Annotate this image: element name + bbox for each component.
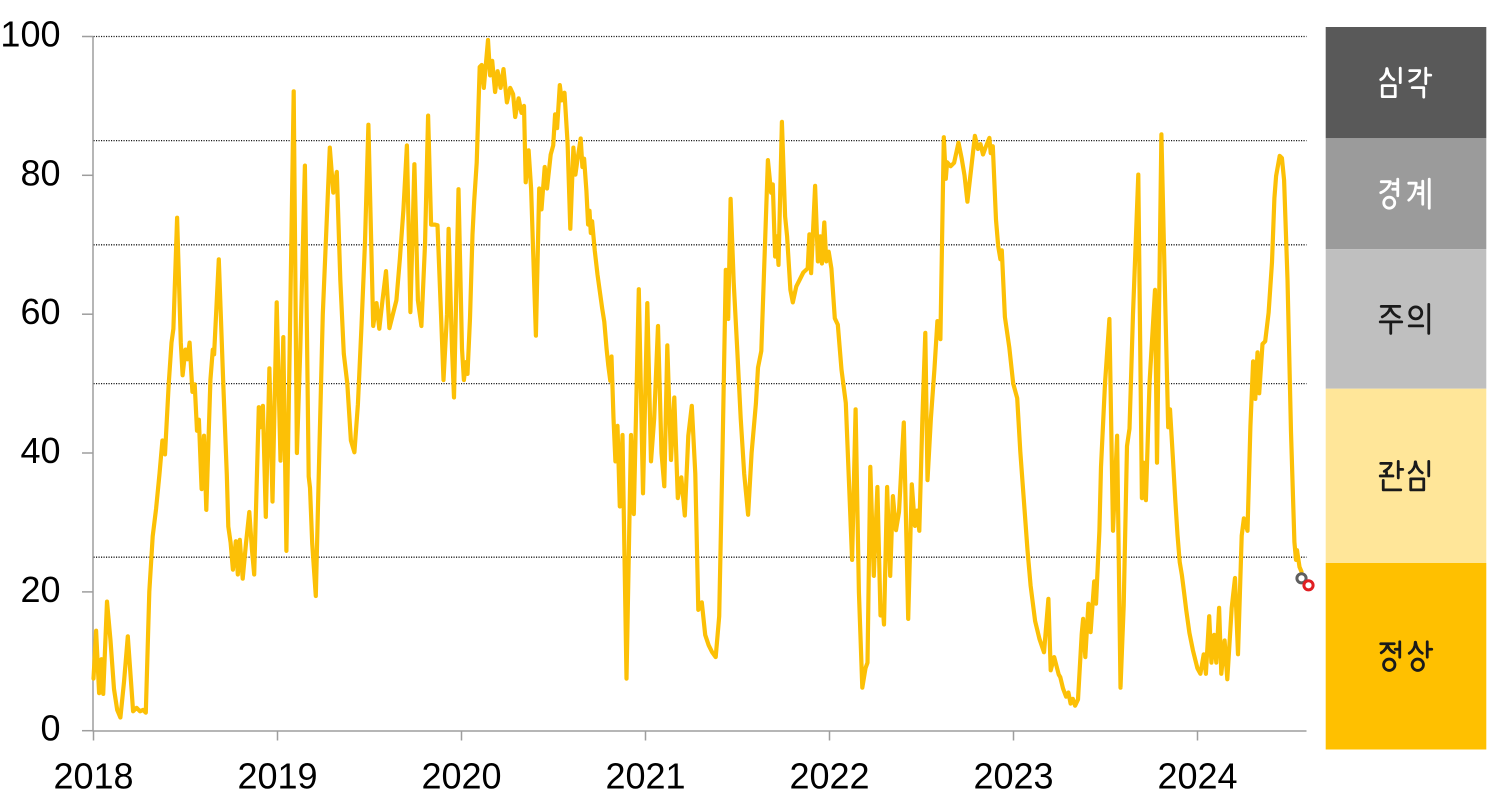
svg-text:40: 40 bbox=[20, 430, 60, 471]
svg-text:2023: 2023 bbox=[973, 756, 1053, 797]
svg-text:100: 100 bbox=[0, 14, 60, 55]
svg-text:20: 20 bbox=[20, 569, 60, 610]
svg-text:2018: 2018 bbox=[53, 756, 133, 797]
svg-text:2021: 2021 bbox=[605, 756, 685, 797]
svg-text:2024: 2024 bbox=[1157, 756, 1237, 797]
svg-text:2022: 2022 bbox=[789, 756, 869, 797]
svg-text:2019: 2019 bbox=[237, 756, 317, 797]
svg-text:80: 80 bbox=[20, 152, 60, 193]
svg-text:0: 0 bbox=[40, 708, 60, 749]
svg-text:60: 60 bbox=[20, 291, 60, 332]
svg-text:2020: 2020 bbox=[421, 756, 501, 797]
